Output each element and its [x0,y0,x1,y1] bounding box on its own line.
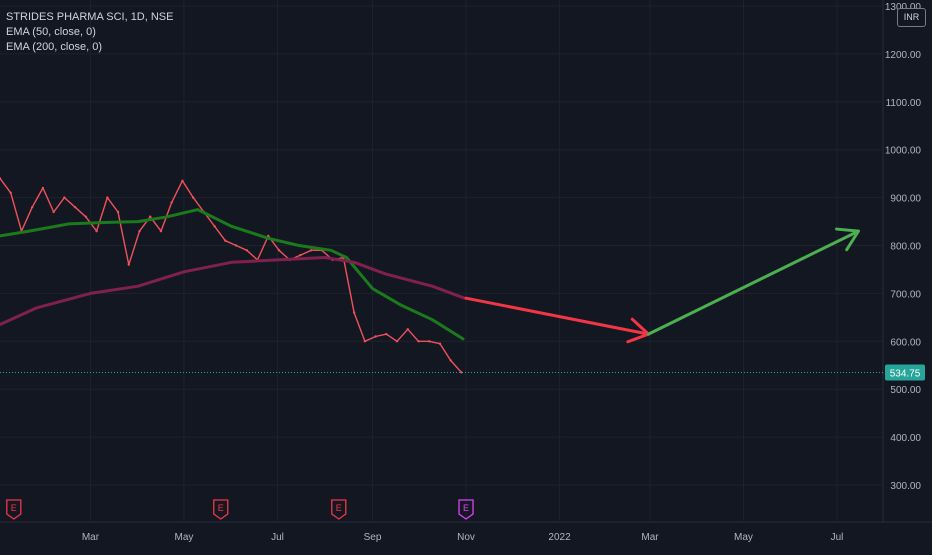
earnings-marker[interactable]: E [458,499,474,520]
ema-200-line [0,256,466,326]
price-point [234,244,238,247]
y-tick-label: 1200.00 [885,50,922,61]
price-point [181,179,184,183]
chart-legend: STRIDES PHARMA SCI, 1D, NSE EMA (50, clo… [6,10,173,55]
price-point [52,210,55,214]
price-point [417,340,420,343]
price-point [9,191,12,195]
price-point [0,177,2,180]
y-tick-label: 700.00 [890,289,921,300]
last-price-layer: 534.75 [0,364,925,381]
ema-50-line [0,208,465,341]
price-point [277,249,281,252]
earnings-marker-shape [6,499,22,520]
last-price-label: 534.75 [890,369,921,380]
x-tick-label: Sep [364,532,382,543]
price-point [385,332,388,336]
price-point [309,249,313,252]
price-point [41,186,45,190]
y-tick-label: 600.00 [890,337,921,348]
y-tick-label: 400.00 [890,433,921,444]
y-tick-label: 900.00 [890,194,921,205]
x-tick-label: Mar [82,532,100,543]
earnings-marker-label: E [11,503,17,513]
projection-layer [464,227,860,344]
price-point [428,340,431,343]
earnings-marker[interactable]: E [213,499,229,520]
price-point [224,239,227,242]
y-tick-label: 800.00 [890,242,921,253]
price-point [299,253,302,257]
earnings-marker-label: E [336,503,342,513]
price-point [95,229,98,233]
price-point [159,229,163,233]
earnings-marker-shape [331,499,347,520]
price-point [138,229,141,233]
earnings-marker-shape [458,499,474,520]
earnings-marker[interactable]: E [6,499,22,520]
y-tick-label: 1100.00 [886,98,922,109]
x-tick-label: 2022 [548,532,571,543]
y-tick-label: 300.00 [890,481,921,492]
x-tick-label: Mar [641,532,659,543]
last-price-badge [885,364,925,381]
price-point [30,205,34,209]
price-point [438,342,442,345]
x-tick-label: May [175,532,194,543]
price-point [127,263,130,266]
indicator-ema-50[interactable]: EMA (50, close, 0) [6,26,96,38]
price-point [245,249,249,252]
price-point [116,210,120,214]
y-tick-label: 1300.00 [885,2,922,13]
price-point [213,225,216,228]
price-line [0,177,463,374]
price-point [395,340,399,343]
series-layer [0,177,466,374]
x-tick-label: Jul [831,532,844,543]
projection-line [464,296,650,336]
price-point [449,359,452,362]
projection-line [646,229,860,336]
x-tick-label: Nov [457,532,475,543]
earnings-marker-label: E [218,503,224,513]
price-point [84,215,88,218]
price-point [149,215,152,218]
x-axis: Mar May Jul Sep Nov 2022 Mar May Jul [82,532,844,543]
currency-badge[interactable]: INR [897,8,926,27]
price-point [63,196,66,199]
price-point [191,196,195,199]
indicator-ema-200[interactable]: EMA (200, close, 0) [6,41,102,53]
price-point [73,205,77,209]
x-tick-label: Jul [271,532,284,543]
x-tick-label: May [734,532,753,543]
price-point [352,311,356,314]
earnings-marker-label: E [463,503,469,513]
price-point [106,196,109,199]
price-point [170,201,173,204]
price-point [374,335,377,338]
projection-arrowhead [835,227,860,252]
y-tick-label: 500.00 [890,385,921,396]
y-tick-label: 1000.00 [885,146,922,157]
price-point [406,328,409,331]
grid [0,0,932,523]
price-point [363,340,367,343]
earnings-marker-shape [213,499,229,520]
earnings-marker[interactable]: E [331,499,347,520]
chart-title[interactable]: STRIDES PHARMA SCI, 1D, NSE [6,11,174,23]
y-axis: 1300.00 1200.00 1100.00 1000.00 900.00 800.00… [885,2,922,492]
